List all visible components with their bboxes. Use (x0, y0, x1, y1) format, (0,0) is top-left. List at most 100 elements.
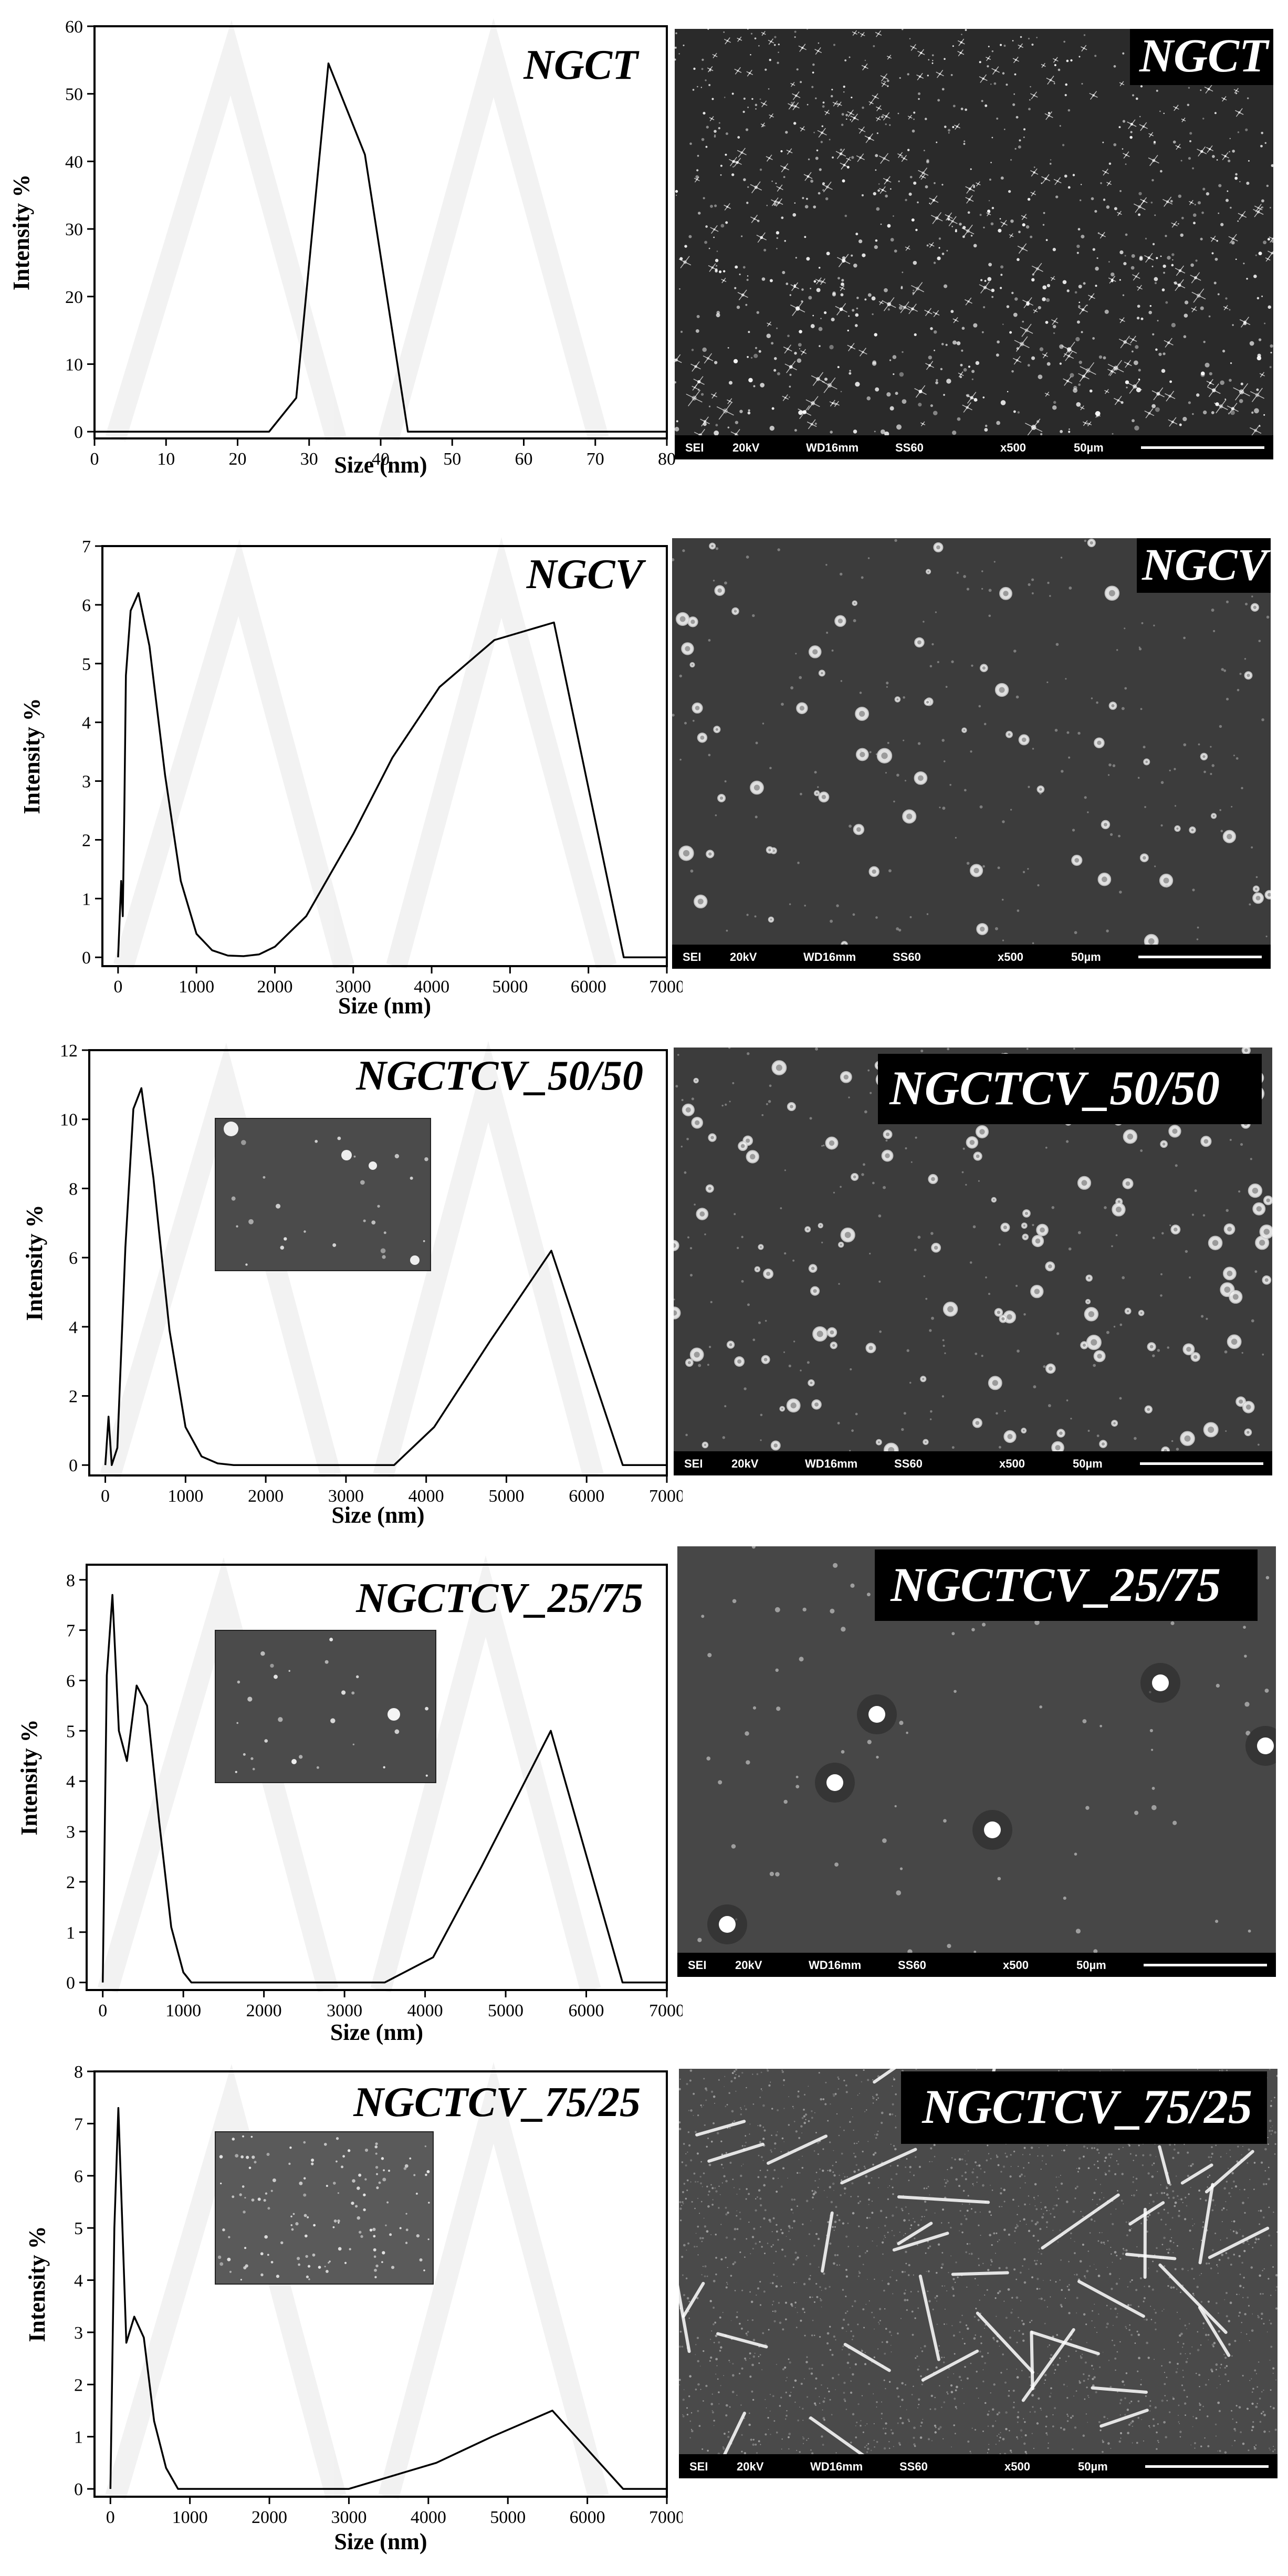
sem-crystal (716, 313, 720, 318)
sem-crystal (789, 385, 791, 388)
inset-particle (298, 1755, 303, 1759)
sem-particle-core (1174, 1227, 1178, 1232)
sem-texture-ngct (675, 29, 1273, 435)
sem-noise (1066, 2385, 1068, 2387)
sem-crystal (1155, 282, 1157, 285)
sem-speck (789, 903, 791, 905)
sem-speck (1116, 649, 1118, 651)
sem-speck (1160, 781, 1164, 784)
sem-particle-core (1264, 1278, 1269, 1282)
sem-crystal (952, 104, 956, 108)
sem-noise (1128, 2402, 1131, 2404)
sem-noise (874, 2152, 877, 2154)
sem-noise (774, 2148, 776, 2150)
sem-speck (833, 1191, 835, 1194)
sem-noise (959, 2331, 961, 2333)
inset-particle (289, 2146, 292, 2149)
sem-noise (763, 2184, 766, 2187)
sem-crystal-arm (1189, 200, 1193, 205)
sem-particle-core (918, 775, 924, 781)
sem-noise (1167, 2212, 1169, 2214)
sem-speck (963, 575, 966, 578)
sem-particle-core (843, 943, 846, 945)
sem-particle-core (829, 1140, 835, 1146)
sem-crystal (1030, 86, 1031, 88)
sem-crystal (845, 118, 847, 120)
sem-noise (996, 2316, 997, 2317)
sem-noise (873, 2316, 875, 2319)
sem-speck (1251, 1319, 1254, 1323)
sem-speck (852, 913, 855, 916)
sem-crystal (1183, 335, 1187, 338)
sem-noise (688, 2311, 690, 2312)
sem-speck (1213, 630, 1216, 632)
sem-crystal (983, 306, 986, 309)
sem-crystal (1269, 366, 1272, 369)
sem-crystal (1095, 285, 1097, 287)
sem-particle-core (812, 649, 818, 655)
inset-particle (243, 2211, 246, 2214)
sem-noise (853, 2152, 855, 2154)
sem-noise (1000, 2192, 1002, 2195)
sem-particle-core (877, 1441, 881, 1443)
inset-particle (373, 2255, 376, 2258)
sem-noise (1080, 2355, 1082, 2357)
sem-noise (688, 2144, 691, 2147)
sem-noise (1226, 2153, 1228, 2154)
inset-background (215, 2131, 434, 2285)
sem-speck (722, 1436, 726, 1439)
sem-noise (1214, 2423, 1217, 2426)
sem-crystal (806, 257, 810, 261)
sem-speck (982, 865, 985, 868)
y-tick-label: 12 (60, 1041, 78, 1061)
sem-crystal (952, 126, 955, 128)
inset-particle (394, 1154, 400, 1159)
sem-speck (1172, 1820, 1177, 1825)
sem-noise (786, 2410, 788, 2412)
sem-speck (781, 703, 784, 706)
sem-noise (734, 2077, 736, 2079)
sem-crystal (1218, 184, 1222, 187)
sem-noise (895, 2206, 897, 2208)
sem-speck (955, 836, 957, 839)
sem-crystal (1151, 404, 1156, 409)
sem-crystal (1211, 252, 1214, 255)
sem-speck (1112, 1422, 1114, 1425)
sem-crystal-arm (769, 113, 774, 119)
sem-particle-core (776, 1064, 782, 1071)
sem-noise (918, 2165, 921, 2168)
sem-speck (996, 1412, 998, 1415)
sem-crystal (858, 32, 860, 34)
sem-crystal (946, 250, 948, 252)
sem-crystal (843, 86, 845, 88)
sem-crystal (938, 247, 940, 249)
sem-noise (1276, 2286, 1277, 2288)
sem-noise (1185, 2361, 1188, 2363)
sem-crystal-arm (1174, 104, 1179, 111)
sem-speck (1026, 1048, 1029, 1050)
sem-noise (792, 2263, 795, 2266)
sem-crystal (1028, 108, 1031, 111)
sem-crystal (1020, 36, 1022, 38)
sem-noise (987, 2425, 989, 2427)
sem-noise (897, 2164, 899, 2167)
sem-noise (679, 2078, 681, 2080)
sem-crystal (940, 368, 943, 371)
sem-noise (1038, 2252, 1039, 2253)
inset-particle (270, 1663, 274, 1668)
sem-noise (1021, 2436, 1022, 2438)
sem-noise (1070, 2232, 1072, 2235)
sem-noise (832, 2377, 834, 2380)
sem-particle-core (1081, 1180, 1087, 1186)
sem-speck (939, 807, 941, 809)
sem-noise (763, 2290, 766, 2293)
sem-speck (1171, 1440, 1174, 1442)
sem-speck (1185, 1250, 1188, 1253)
sem-noise (1089, 2265, 1091, 2267)
sem-noise (1056, 2189, 1059, 2192)
sem-noise (1234, 2185, 1238, 2188)
sem-noise (1179, 2436, 1181, 2438)
sem-noise (1029, 2321, 1031, 2323)
sem-particle-core (1147, 1408, 1150, 1411)
sem-noise (950, 2226, 952, 2229)
